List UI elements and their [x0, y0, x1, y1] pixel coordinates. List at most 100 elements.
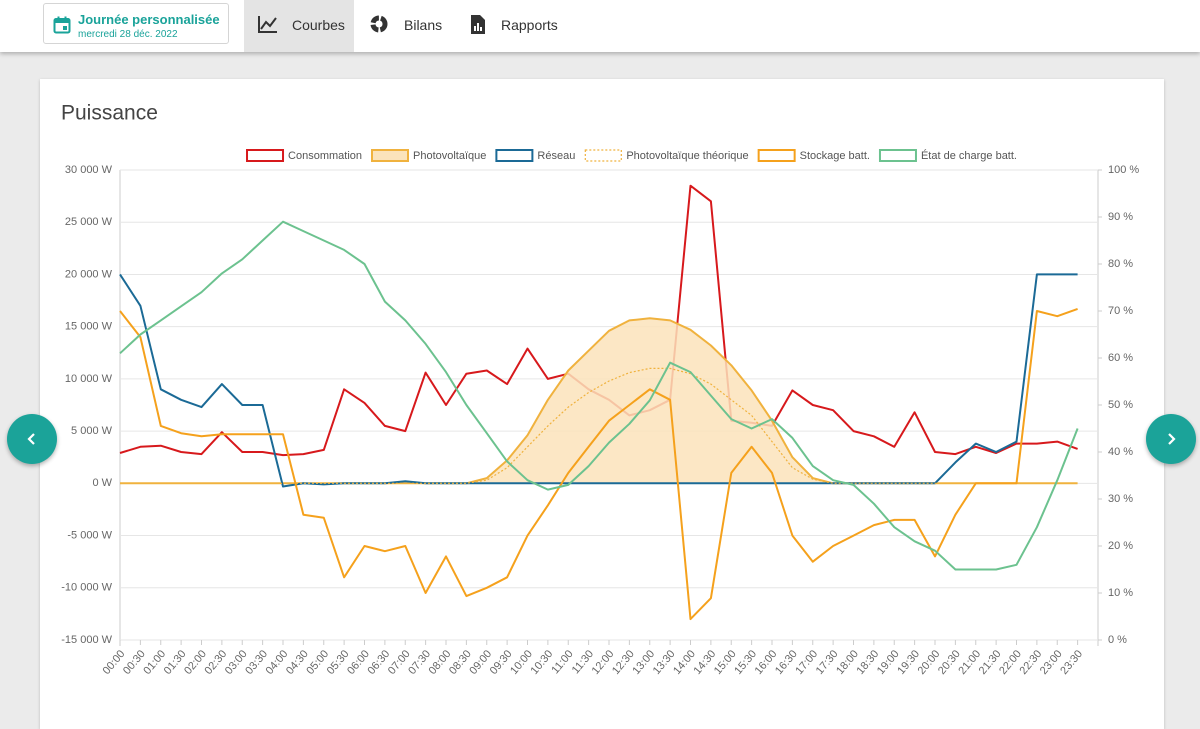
chevron-right [1168, 433, 1176, 445]
x-tick-label: 10:30 [529, 648, 556, 677]
legend-swatch [878, 149, 917, 162]
x-tick-label: 03:30 [243, 648, 270, 677]
y-tick-label: -15 000 W [61, 634, 112, 646]
y2-tick-label: 70 % [1108, 305, 1133, 317]
y2-tick-label: 30 % [1108, 493, 1133, 505]
tab-icon [258, 16, 277, 33]
legend-swatch [495, 149, 534, 162]
x-tick-label: 09:00 [467, 648, 494, 677]
x-tick-label: 08:00 [427, 648, 454, 677]
x-tick-label: 10:00 [508, 648, 535, 677]
y-tick-label: 30 000 W [65, 164, 113, 176]
legend-label: Consommation [288, 150, 362, 162]
chart-title: Puissance [61, 102, 158, 125]
x-tick-label: 23:30 [1058, 648, 1085, 677]
x-tick-label: 05:30 [325, 648, 352, 677]
x-tick-label: 11:00 [549, 648, 575, 676]
y-tick-label: 10 000 W [65, 373, 113, 385]
date-picker-date: mercredi 28 déc. 2022 [78, 29, 178, 40]
y-tick-label: -10 000 W [61, 582, 112, 594]
legend: Consommation Photovoltaïque Réseau Photovol… [246, 149, 1017, 162]
legend-swatch [371, 149, 409, 162]
series-line [119, 273, 1078, 488]
x-tick-label: 18:30 [855, 648, 882, 677]
x-tick-label: 07:00 [386, 648, 413, 677]
x-tick-label: 21:00 [956, 648, 983, 677]
x-tick-label: 00:30 [121, 648, 148, 677]
series-line [120, 367, 1078, 484]
x-tick-label: 19:00 [875, 648, 902, 677]
x-tick-label: 02:30 [203, 648, 230, 677]
x-tick-label: 14:00 [671, 648, 698, 677]
x-tick-label: 12:30 [610, 648, 637, 677]
x-tick-label: 23:00 [1038, 648, 1065, 677]
x-tick-label: 16:30 [773, 648, 800, 677]
calendar-icon [53, 16, 71, 34]
x-tick-label: 08:30 [447, 648, 474, 677]
x-tick-label: 17:00 [793, 648, 820, 677]
x-tick-label: 05:00 [304, 648, 331, 677]
chart: Puissance -15 000 W -10 000 W -5 000 W 0 W 5… [61, 102, 1139, 677]
x-tick-label: 09:30 [488, 648, 515, 677]
top-bar: Journée personnalisée mercredi 28 déc. 2… [0, 0, 1200, 52]
legend-label: Photovoltaïque théorique [626, 150, 748, 162]
x-tick-label: 16:00 [753, 648, 780, 677]
x-tick-label: 01:30 [162, 648, 189, 677]
legend-label: État de charge batt. [921, 149, 1017, 162]
x-tick-label: 13:00 [630, 648, 657, 677]
x-tick-label: 15:30 [732, 648, 759, 677]
series-line [119, 307, 1078, 621]
x-tick-label: 01:00 [141, 648, 168, 677]
x-tick-label: 19:30 [895, 648, 922, 677]
y-tick-label: 0 W [92, 477, 112, 489]
x-tick-label: 13:30 [651, 648, 678, 677]
y2-tick-label: 10 % [1108, 587, 1133, 599]
y2-tick-label: 60 % [1108, 352, 1133, 364]
x-tick-label: 04:00 [264, 648, 291, 677]
x-tick-label: 17:30 [814, 648, 841, 677]
tab[interactable]: Courbes [244, 0, 354, 52]
date-picker[interactable]: Journée personnalisée mercredi 28 déc. 2… [43, 3, 229, 44]
legend-swatch [757, 149, 796, 162]
next-button[interactable] [1146, 414, 1196, 464]
tab-label: Courbes [292, 17, 345, 33]
x-tick-label: 15:00 [712, 648, 739, 677]
x-tick-label: 18:00 [834, 648, 861, 677]
date-picker-title: Journée personnalisée [78, 12, 220, 27]
x-tick-label: 14:30 [692, 648, 719, 677]
x-tick-label: 00:00 [101, 648, 128, 677]
legend-swatch [246, 149, 285, 162]
y2-tick-label: 90 % [1108, 211, 1133, 223]
x-tick-label: 22:00 [997, 648, 1024, 677]
y2-tick-label: 20 % [1108, 540, 1133, 552]
y2-tick-label: 0 % [1108, 634, 1127, 646]
previous-button[interactable] [7, 414, 57, 464]
y-tick-label: -5 000 W [67, 529, 112, 541]
y2-tick-label: 40 % [1108, 446, 1133, 458]
x-tick-label: 06:30 [366, 648, 393, 677]
x-tick-label: 06:00 [345, 648, 372, 677]
x-tick-label: 03:00 [223, 648, 250, 677]
x-tick-label: 20:00 [916, 648, 943, 677]
legend-label: Réseau [537, 150, 575, 162]
x-tick-label: 07:30 [406, 648, 433, 677]
tab[interactable]: Rapports [454, 0, 574, 52]
y-tick-label: 20 000 W [65, 268, 113, 280]
legend-label: Photovoltaïque [413, 150, 486, 162]
y-tick-label: 5 000 W [71, 425, 113, 437]
tab-icon [370, 15, 388, 33]
y-tick-label: 15 000 W [65, 321, 113, 333]
y-tick-label: 25 000 W [65, 216, 113, 228]
tab-label: Rapports [501, 17, 558, 33]
x-tick-label: 20:30 [936, 648, 963, 677]
tab[interactable]: Bilans [354, 0, 454, 52]
legend-label: Stockage batt. [800, 150, 870, 162]
series-line [119, 220, 1079, 571]
area-fill [120, 318, 1078, 484]
y2-tick-label: 80 % [1108, 258, 1133, 270]
tab-label: Bilans [404, 17, 443, 33]
x-tick-label: 21:30 [977, 648, 1004, 677]
y2-tick-label: 50 % [1108, 399, 1133, 411]
y2-tick-label: 100 % [1108, 164, 1139, 176]
